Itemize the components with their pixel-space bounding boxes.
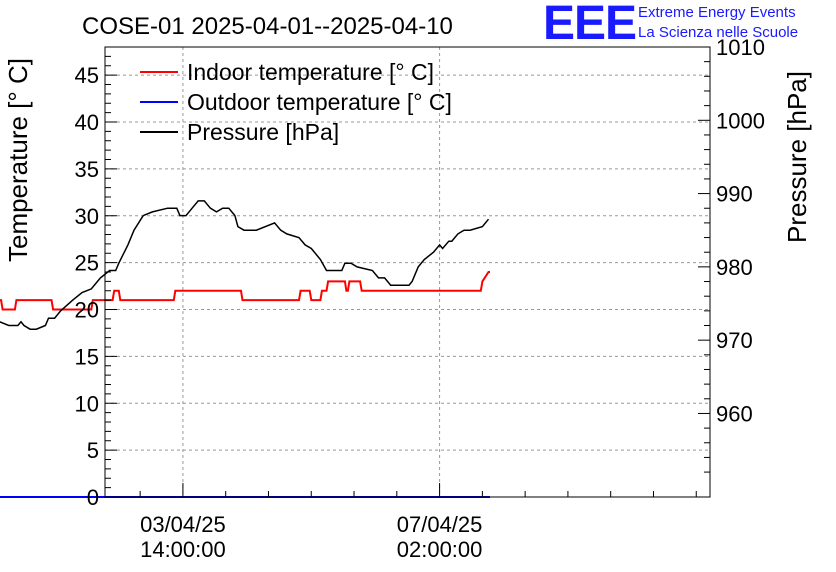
legend-label: Pressure [hPa] xyxy=(187,119,339,145)
series-line-indoor xyxy=(0,271,490,311)
legend: Indoor temperature [° C] Outdoor temperat… xyxy=(140,59,452,145)
y-tick-label: 40 xyxy=(75,110,99,135)
y-tick-label: 25 xyxy=(75,251,99,276)
eee-logo: EEE xyxy=(543,0,637,50)
y-tick-label: 0 xyxy=(87,485,99,510)
x-tick-label-time: 02:00:00 xyxy=(397,537,483,562)
grid-lines xyxy=(105,47,710,497)
chart-title: COSE-01 2025-04-01--2025-04-10 xyxy=(82,13,453,40)
x-tick-label-time: 14:00:00 xyxy=(140,537,226,562)
y-tick-label: 15 xyxy=(75,344,99,369)
x-tick-label-date: 07/04/25 xyxy=(397,512,483,537)
x-tick-label-date: 03/04/25 xyxy=(140,512,226,537)
left-axis: 0 5 10 15 20 25 30 35 40 45 xyxy=(75,46,117,510)
legend-label: Outdoor temperature [° C] xyxy=(187,89,452,115)
y2-tick-label: 980 xyxy=(716,255,753,280)
y2-tick-label: 990 xyxy=(716,182,753,207)
y-tick-label: 10 xyxy=(75,391,99,416)
y-tick-label: 5 xyxy=(87,438,99,463)
organization-line-2: La Scienza nelle Scuole xyxy=(638,24,799,41)
y2-tick-label: 960 xyxy=(716,401,753,426)
organization-line-1: Extreme Energy Events xyxy=(638,4,796,21)
y2-tick-label: 1010 xyxy=(716,35,765,60)
series-layer xyxy=(0,200,490,498)
y2-tick-label: 970 xyxy=(716,328,753,353)
series-line-pressure xyxy=(0,200,490,330)
y-tick-label: 20 xyxy=(75,298,99,323)
y-tick-label: 30 xyxy=(75,204,99,229)
y-tick-label: 35 xyxy=(75,157,99,182)
y-axis-label: Temperature [° C] xyxy=(3,58,33,262)
y2-tick-label: 1000 xyxy=(716,108,765,133)
right-axis: 960 970 980 990 1000 1010 xyxy=(698,35,765,473)
y-tick-label: 45 xyxy=(75,63,99,88)
legend-label: Indoor temperature [° C] xyxy=(187,59,434,85)
y2-axis-label: Pressure [hPa] xyxy=(782,71,812,243)
